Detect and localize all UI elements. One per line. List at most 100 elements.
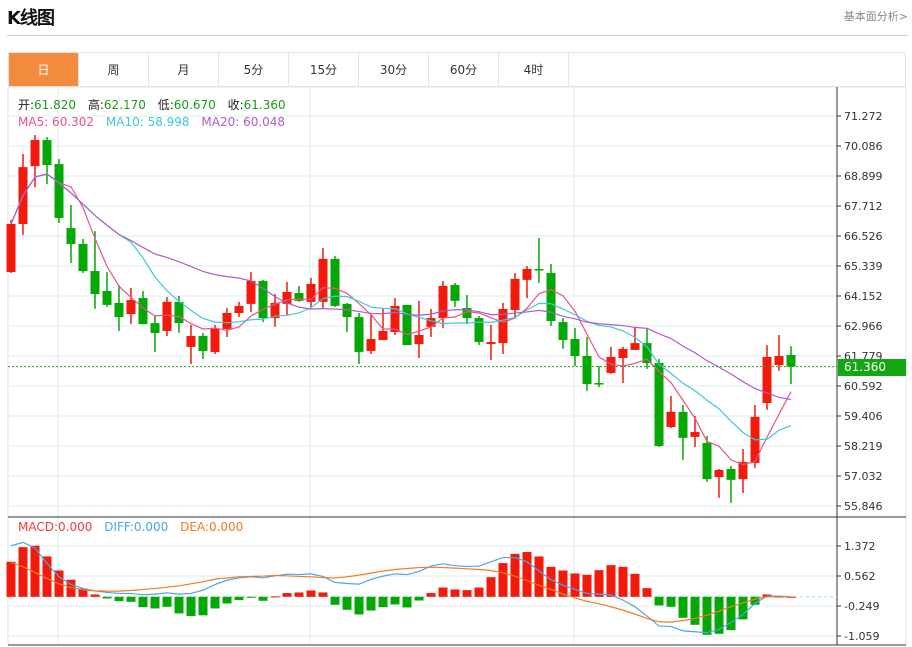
macd-bar — [606, 565, 616, 597]
macd-tick-label: -1.059 — [844, 630, 879, 643]
ohlc-legend: 开:61.820 高:62.170 低:60.670 收:61.360 — [18, 96, 294, 113]
macd-bar — [258, 596, 268, 601]
candle-down — [258, 280, 268, 319]
macd-bar — [738, 596, 748, 620]
macd-bar — [498, 563, 508, 597]
candle-down — [66, 228, 76, 244]
tab-15min[interactable]: 15分 — [289, 53, 359, 86]
price-tick-label: 59.406 — [844, 410, 883, 423]
candle-down — [558, 322, 568, 341]
candle-up — [486, 342, 496, 345]
macd-bar — [138, 596, 148, 608]
tab-4hour[interactable]: 4时 — [499, 53, 569, 86]
tab-month[interactable]: 月 — [149, 53, 219, 86]
candle-up — [210, 328, 220, 352]
candle-down — [174, 301, 184, 324]
candle-up — [246, 280, 256, 304]
macd-bar — [102, 596, 112, 599]
candle-down — [702, 442, 712, 480]
macd-bar — [150, 596, 160, 609]
macd-bar — [594, 570, 604, 597]
price-tick-label: 70.086 — [844, 140, 883, 153]
high-value: 62.170 — [103, 98, 146, 112]
candle-up — [390, 305, 400, 332]
macd-bar — [474, 587, 484, 597]
candle-down — [594, 383, 604, 385]
candle-up — [30, 140, 40, 167]
macd-bar — [354, 596, 364, 615]
candle-down — [402, 304, 412, 346]
candle-down — [786, 354, 796, 367]
macd-bar — [294, 592, 304, 597]
price-tick-label: 65.339 — [844, 260, 883, 273]
candle-down — [54, 164, 64, 218]
candle-up — [606, 356, 616, 373]
tab-30min[interactable]: 30分 — [359, 53, 429, 86]
candle-up — [306, 283, 316, 302]
ma20-line — [10, 173, 792, 401]
macd-bar — [402, 596, 412, 608]
candle-down — [330, 258, 340, 306]
price-tick-label: 58.219 — [844, 440, 883, 453]
candle-down — [546, 273, 556, 322]
header-divider — [7, 35, 908, 36]
page-title: K线图 — [7, 8, 55, 29]
candle-down — [462, 307, 472, 319]
macd-bar — [642, 588, 652, 597]
macd-bar — [378, 596, 388, 608]
candle-up — [666, 411, 676, 428]
macd-bar — [390, 596, 400, 605]
macd-bar — [510, 553, 520, 597]
price-tick-label: 67.712 — [844, 200, 883, 213]
ma5-value: MA5: 60.302 — [18, 115, 95, 129]
macd-bar — [486, 577, 496, 597]
macd-bar — [30, 545, 40, 597]
macd-bar — [666, 596, 676, 607]
macd-bar — [78, 588, 88, 597]
price-tick-label: 57.032 — [844, 470, 883, 483]
candle-down — [150, 323, 160, 333]
candle-up — [438, 285, 448, 319]
candle-up — [270, 302, 280, 319]
tab-5min[interactable]: 5分 — [219, 53, 289, 86]
diff-value: DIFF:0.000 — [104, 520, 169, 534]
macd-tick-label: -0.249 — [844, 600, 879, 613]
candle-down — [42, 140, 52, 166]
tab-60min[interactable]: 60分 — [429, 53, 499, 86]
candle-up — [318, 258, 328, 302]
macd-bar — [582, 574, 592, 597]
open-label: 开: — [18, 98, 35, 112]
tab-day[interactable]: 日 — [9, 53, 79, 86]
candle-up — [282, 292, 292, 304]
open-value: 61.820 — [34, 98, 77, 112]
price-tick-label: 60.592 — [844, 380, 883, 393]
ma20-value: MA20: 60.048 — [201, 115, 286, 129]
candle-up — [222, 312, 232, 329]
diff-line — [10, 541, 792, 634]
macd-value: MACD:0.000 — [18, 520, 93, 534]
candle-up — [630, 343, 640, 350]
close-value: 61.360 — [243, 98, 286, 112]
macd-bar — [210, 596, 220, 609]
candle-up — [690, 432, 700, 437]
candle-down — [654, 363, 664, 446]
candle-up — [186, 336, 196, 347]
dea-line — [10, 561, 791, 623]
price-tick-label: 64.152 — [844, 290, 883, 303]
candle-up — [762, 356, 772, 404]
tab-week[interactable]: 周 — [79, 53, 149, 86]
macd-bar — [558, 570, 568, 597]
macd-bar — [702, 596, 712, 635]
ma-legend: MA5: 60.302 MA10: 58.998 MA20: 60.048 — [18, 115, 293, 129]
macd-bar — [366, 596, 376, 611]
candle-up — [738, 461, 748, 480]
macd-legend: MACD:0.000 DIFF:0.000 DEA:0.000 — [18, 520, 251, 534]
price-tick-label: 71.272 — [844, 110, 883, 123]
macd-bar — [198, 596, 208, 616]
macd-bar — [318, 592, 328, 597]
macd-bar — [342, 596, 352, 610]
candle-down — [582, 355, 592, 385]
candle-up — [366, 339, 376, 351]
fundamental-analysis-link[interactable]: 基本面分析> — [843, 10, 908, 23]
